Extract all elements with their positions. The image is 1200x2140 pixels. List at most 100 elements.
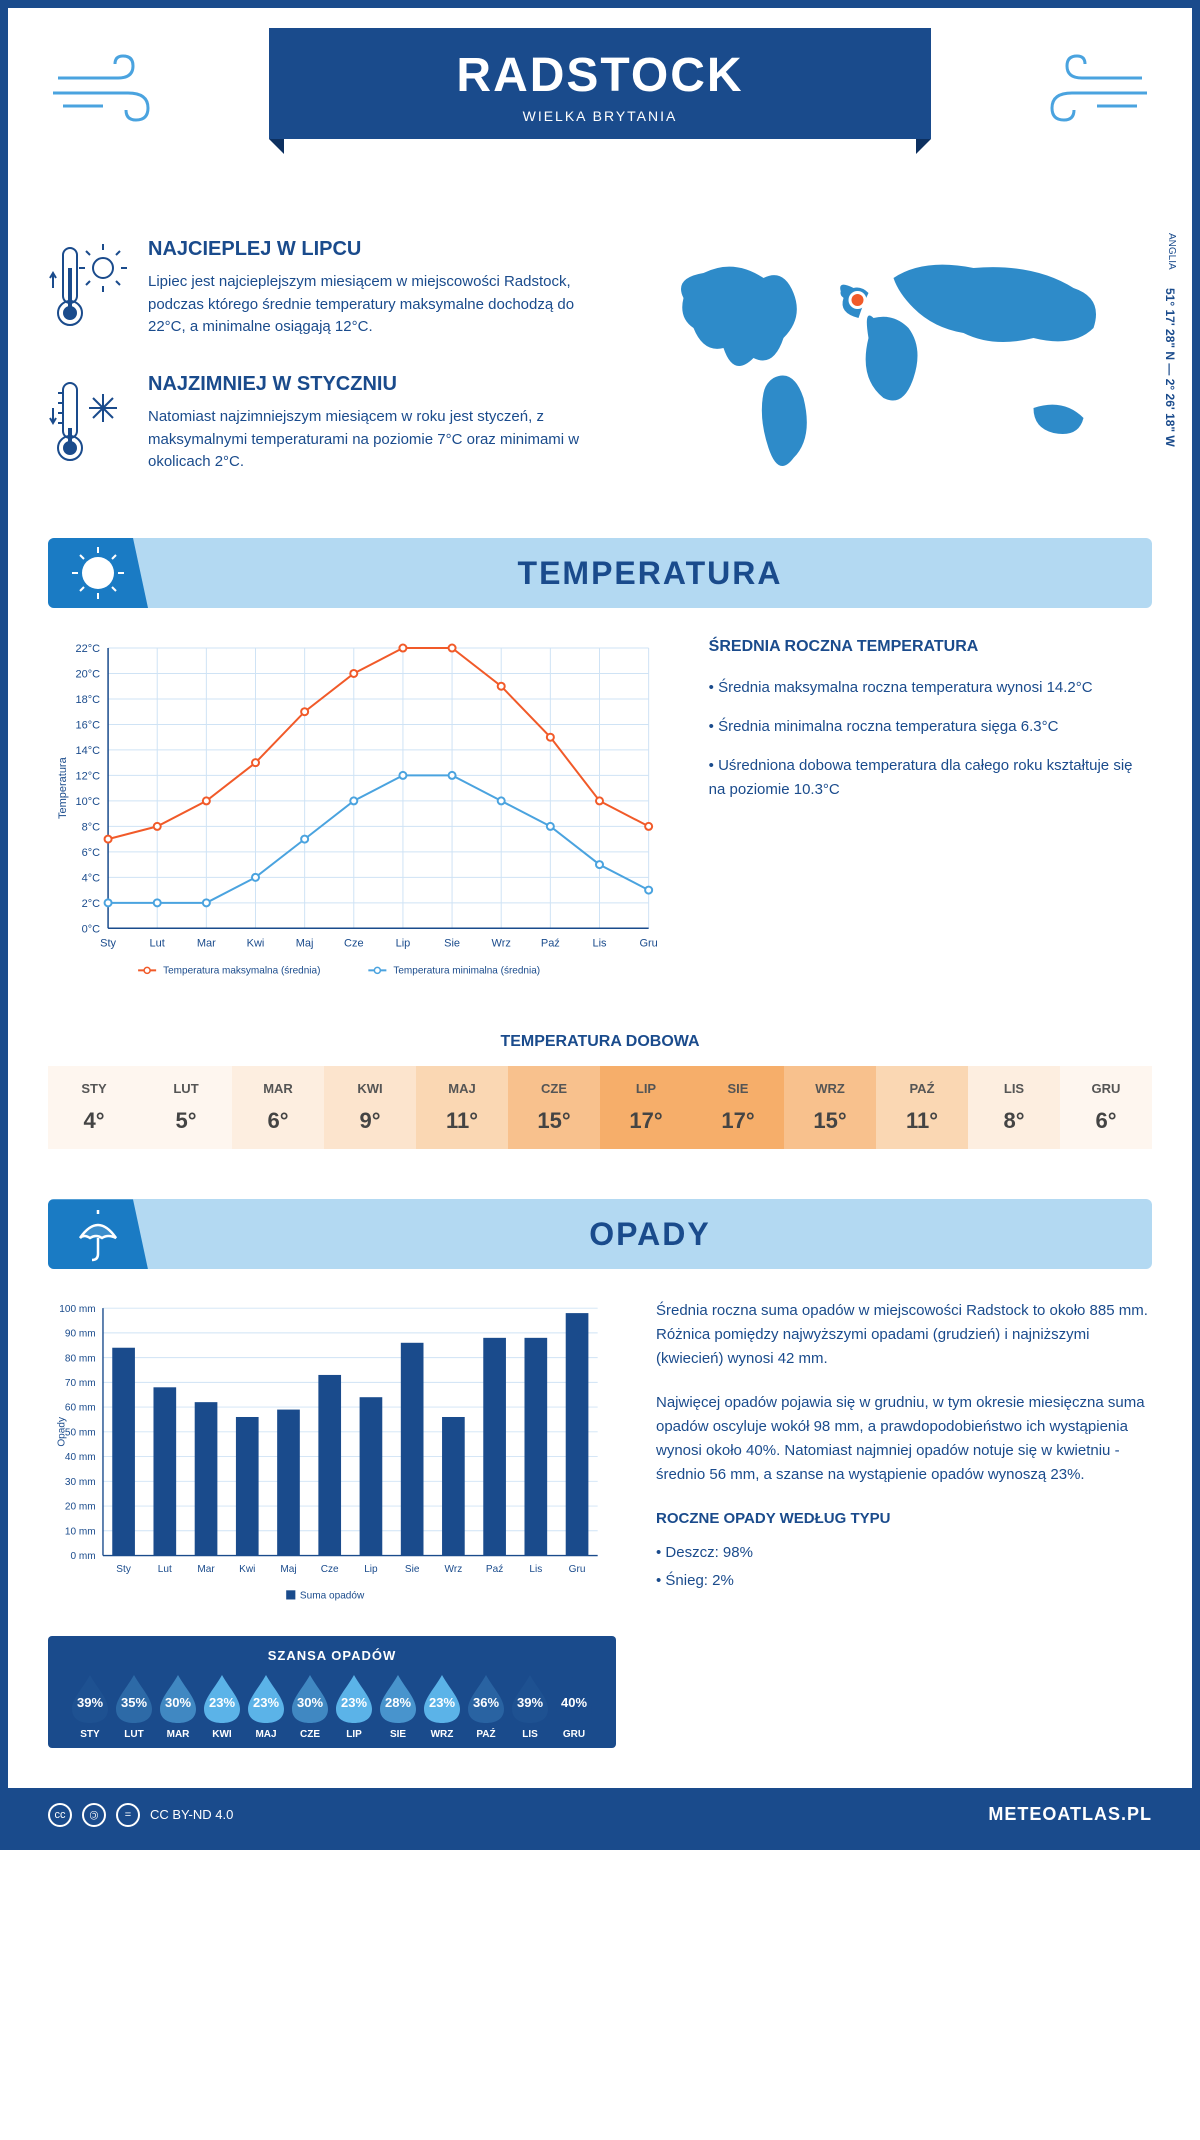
svg-text:Lip: Lip [364,1564,378,1575]
svg-text:Lis: Lis [592,937,607,949]
chance-drop: 35%LUT [112,1673,156,1740]
world-map: ANGLIA 51° 17' 28" N — 2° 26' 18" W [615,238,1152,508]
daily-cell: LUT5° [140,1066,232,1149]
temp-stat-1: • Średnia maksymalna roczna temperatura … [709,676,1152,700]
temperature-stats: ŚREDNIA ROCZNA TEMPERATURA • Średnia mak… [709,638,1152,1003]
cc-icon: cc [48,1803,72,1827]
temperature-line-chart: 0°C2°C4°C6°C8°C10°C12°C14°C16°C18°C20°C2… [48,638,669,1003]
coldest-title: NAJZIMNIEJ W STYCZNIU [148,373,585,396]
svg-text:Sty: Sty [100,937,116,949]
wind-decoration-icon [1032,48,1152,142]
svg-text:Temperatura: Temperatura [57,756,69,819]
svg-text:Lis: Lis [529,1564,542,1575]
svg-text:Kwi: Kwi [247,937,265,949]
svg-text:80 mm: 80 mm [65,1354,96,1365]
svg-text:70 mm: 70 mm [65,1378,96,1389]
svg-text:90 mm: 90 mm [65,1329,96,1340]
chance-drop: 40%GRU [552,1673,596,1740]
umbrella-icon [48,1199,148,1269]
daily-cell: LIP17° [600,1066,692,1149]
svg-text:14°C: 14°C [75,745,100,757]
by-icon: 🄯 [82,1803,106,1827]
warmest-text: Lipiec jest najcieplejszym miesiącem w m… [148,271,585,339]
coldest-block: NAJZIMNIEJ W STYCZNIU Natomiast najzimni… [48,373,585,478]
precip-p1: Średnia roczna suma opadów w miejscowośc… [656,1299,1152,1371]
svg-text:0 mm: 0 mm [70,1552,95,1563]
footer: cc 🄯 = CC BY-ND 4.0 METEOATLAS.PL [8,1788,1192,1842]
temp-stat-3: • Uśredniona dobowa temperatura dla całe… [709,754,1152,802]
daily-cell: WRZ15° [784,1066,876,1149]
precip-type-title: ROCZNE OPADY WEDŁUG TYPU [656,1507,1152,1531]
temperature-heading: TEMPERATURA [148,555,1152,592]
country-name: WIELKA BRYTANIA [269,108,931,124]
precip-chance-panel: SZANSA OPADÓW 39%STY35%LUT30%MAR23%KWI23… [48,1636,616,1748]
precip-description: Średnia roczna suma opadów w miejscowośc… [656,1299,1152,1747]
svg-text:0°C: 0°C [82,923,101,935]
site-name: METEOATLAS.PL [988,1804,1152,1825]
thermometer-sun-icon [48,238,128,343]
svg-text:Paź: Paź [541,937,560,949]
sun-icon [48,538,148,608]
daily-cell: STY4° [48,1066,140,1149]
chance-drop: 23%LIP [332,1673,376,1740]
svg-text:16°C: 16°C [75,719,100,731]
daily-temp-title: TEMPERATURA DOBOWA [48,1033,1152,1051]
title-banner: RADSTOCK WIELKA BRYTANIA [269,28,931,139]
section-header-temperature: TEMPERATURA [48,538,1152,608]
svg-text:12°C: 12°C [75,770,100,782]
svg-text:40 mm: 40 mm [65,1453,96,1464]
chance-drop: 39%STY [68,1673,112,1740]
svg-text:Mar: Mar [197,1564,215,1575]
svg-text:20 mm: 20 mm [65,1502,96,1513]
svg-text:Lut: Lut [158,1564,172,1575]
svg-text:Mar: Mar [197,937,216,949]
daily-cell: MAR6° [232,1066,324,1149]
svg-text:6°C: 6°C [82,847,101,859]
svg-text:Temperatura maksymalna (średni: Temperatura maksymalna (średnia) [163,965,320,976]
svg-text:2°C: 2°C [82,898,101,910]
chance-drop: 30%MAR [156,1673,200,1740]
temp-stat-2: • Średnia minimalna roczna temperatura s… [709,715,1152,739]
svg-text:Paź: Paź [486,1564,503,1575]
svg-text:18°C: 18°C [75,694,100,706]
header: RADSTOCK WIELKA BRYTANIA [48,28,1152,208]
coordinates: 51° 17' 28" N — 2° 26' 18" W [1163,288,1177,447]
city-name: RADSTOCK [269,48,931,103]
svg-text:Cze: Cze [344,937,364,949]
svg-text:4°C: 4°C [82,872,101,884]
svg-text:10 mm: 10 mm [65,1527,96,1538]
wind-decoration-icon [48,48,168,142]
chance-drop: 28%SIE [376,1673,420,1740]
svg-text:Gru: Gru [569,1564,586,1575]
chance-drop: 23%MAJ [244,1673,288,1740]
svg-text:20°C: 20°C [75,668,100,680]
chance-title: SZANSA OPADÓW [68,1648,596,1663]
svg-text:Gru: Gru [639,937,657,949]
chance-drop: 36%PAŹ [464,1673,508,1740]
svg-text:Maj: Maj [280,1564,296,1575]
svg-text:Sie: Sie [405,1564,420,1575]
precipitation-bar-chart: 0 mm 10 mm 20 mm 30 mm 40 mm 50 mm 60 mm 70 mm 8… [48,1299,616,1615]
thermometer-snow-icon [48,373,128,478]
license-text: CC BY-ND 4.0 [150,1807,233,1822]
svg-text:Suma opadów: Suma opadów [300,1591,365,1602]
precip-p2: Najwięcej opadów pojawia się w grudniu, … [656,1391,1152,1487]
svg-text:30 mm: 30 mm [65,1477,96,1488]
precip-heading: OPADY [148,1216,1152,1253]
daily-cell: PAŹ11° [876,1066,968,1149]
warmest-title: NAJCIEPLEJ W LIPCU [148,238,585,261]
svg-text:8°C: 8°C [82,821,101,833]
nd-icon: = [116,1803,140,1827]
daily-cell: KWI9° [324,1066,416,1149]
svg-text:Opady: Opady [57,1416,68,1447]
region-label: ANGLIA [1166,233,1177,270]
svg-text:50 mm: 50 mm [65,1428,96,1439]
daily-temp-strip: STY4°LUT5°MAR6°KWI9°MAJ11°CZE15°LIP17°SI… [48,1066,1152,1149]
section-header-precip: OPADY [48,1199,1152,1269]
svg-text:60 mm: 60 mm [65,1403,96,1414]
svg-text:Kwi: Kwi [239,1564,255,1575]
svg-text:100 mm: 100 mm [59,1304,95,1315]
svg-text:Lip: Lip [396,937,411,949]
warmest-block: NAJCIEPLEJ W LIPCU Lipiec jest najcieple… [48,238,585,343]
svg-text:Sty: Sty [116,1564,132,1575]
